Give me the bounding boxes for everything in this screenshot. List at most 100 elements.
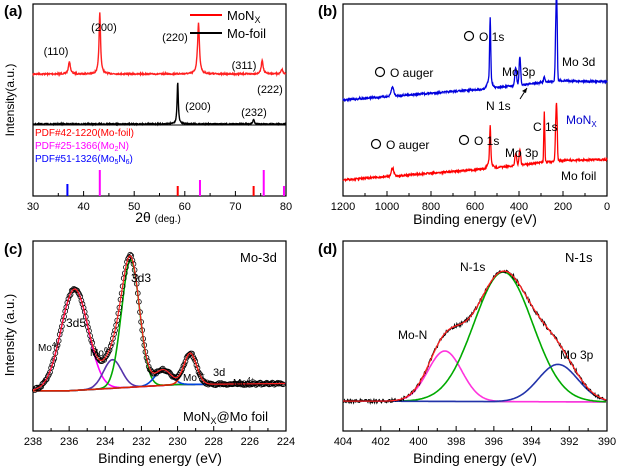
panel-b-xlabel: Binding energy (eV): [413, 211, 537, 227]
b-x-tick-label: 600: [466, 201, 484, 213]
d-component-1: [343, 271, 607, 403]
label-3d: 3d: [213, 367, 225, 379]
d-raw-data: [342, 269, 607, 406]
d-x-tick-label: 402: [372, 436, 390, 448]
panel-d-traces: [342, 269, 607, 406]
c-data-point: [107, 343, 114, 349]
label-mo6-right: Mo6+: [183, 372, 205, 384]
panel-a-label: (a): [4, 3, 22, 20]
c-x-tick-label: 234: [96, 436, 114, 448]
panel-c-traces: [31, 251, 286, 394]
c-x-tick-label: 226: [241, 436, 259, 448]
c-data-point: [197, 373, 204, 380]
label-mo-n: Mo-N: [398, 328, 427, 342]
d-x-tick-label: 394: [522, 436, 540, 448]
panel-b-traces: [342, 0, 608, 183]
d-x-tick-label: 404: [334, 436, 352, 448]
legend-label-monx: MoNX: [227, 8, 260, 25]
d-x-tick-label: 392: [560, 436, 578, 448]
panel-a: (a) 30 40 50 60 70 80 Intensity(a.u.) 2θ (deg…: [3, 3, 292, 225]
peak-label-200-mo: (200): [185, 101, 211, 113]
label-mo4-left: Mo4+: [38, 342, 60, 354]
panel-c-ylabel: Intensity (a.u.): [2, 294, 17, 376]
b-x-tick-label: 1200: [331, 201, 355, 213]
annot-monx-blue: MoNX: [566, 113, 597, 129]
annot-mofoil: Mo foil: [561, 169, 596, 183]
c-envelope-fit: [32, 255, 286, 391]
panel-c-ticks: 238 236 234 232 230 228 226 224: [24, 426, 295, 448]
c-data-point: [91, 347, 98, 354]
label-mo6-left: Mo6+: [90, 347, 112, 359]
label-3d3: 3d3: [131, 271, 151, 285]
label-n1s: N-1s: [460, 260, 485, 274]
c-x-tick-label: 224: [277, 436, 295, 448]
panel-a-xlabel: 2θ (deg.): [135, 209, 181, 225]
pdf-ref-mo2n: PDF#25-1366(Mo2N): [35, 141, 129, 153]
xps-survey-monx: [342, 0, 608, 103]
label-3d5: 3d5: [66, 316, 86, 330]
panel-c-xlabel: Binding energy (eV): [98, 450, 222, 466]
legend-label-mofoil: Mo-foil: [227, 26, 266, 41]
a-x-tick-label: 60: [179, 201, 191, 213]
a-x-tick-label: 50: [128, 201, 140, 213]
b-x-tick-label: 400: [510, 201, 528, 213]
annot-mo3d: Mo 3d: [562, 55, 595, 69]
xrd-line-mo-foil: [32, 82, 286, 127]
panel-a-traces: [32, 12, 287, 196]
annot-oauger-blue: O auger: [390, 66, 433, 80]
c-data-point: [280, 381, 286, 388]
annot-oauger-red: O auger: [386, 138, 429, 152]
d-x-tick-label: 396: [485, 436, 503, 448]
label-mo3p: Mo 3p: [560, 348, 594, 362]
c-component-0: [32, 288, 286, 391]
c-x-tick-label: 232: [132, 436, 150, 448]
c-data-point: [127, 251, 133, 258]
oauger-marker-blue: [374, 66, 386, 78]
c-data-point: [43, 376, 50, 383]
panel-b-frame: [342, 3, 608, 197]
o1s-marker-red: [458, 134, 470, 146]
panel-d-ticks: 404 402 400 398 396 394 392 390: [334, 426, 616, 448]
c-x-tick-label: 238: [24, 436, 42, 448]
peak-label-200: (200): [91, 22, 117, 34]
panel-d-xlabel: Binding energy (eV): [413, 450, 537, 466]
xps-survey-mo-foil: [342, 102, 608, 183]
c-data-point: [179, 366, 186, 372]
d-x-tick-label: 400: [409, 436, 427, 448]
a-x-tick-label: 40: [77, 201, 89, 213]
pdf-ref-mo-foil: PDF#42-1220(Mo-foil): [35, 128, 134, 139]
d-x-tick-label: 398: [447, 436, 465, 448]
peak-label-222: (222): [257, 84, 283, 96]
c-data-point: [49, 362, 55, 368]
c-data-point: [48, 365, 54, 371]
c-x-tick-label: 230: [168, 436, 186, 448]
peak-label-232: (232): [241, 107, 267, 119]
oauger-marker-red: [370, 138, 382, 150]
o1s-marker-blue: [463, 30, 475, 42]
panel-d-label: (d): [318, 241, 337, 258]
c-x-tick-label: 228: [205, 436, 223, 448]
b-x-tick-label: 0: [604, 201, 610, 213]
c-data-point: [67, 291, 74, 298]
sample-label: MoNX@Mo foil: [183, 409, 268, 426]
panel-b-label: (b): [318, 3, 337, 20]
c-data-point: [66, 292, 73, 299]
label-mo4-right: Mo4+: [233, 377, 255, 389]
peak-label-220: (220): [162, 32, 188, 44]
peak-label-110: (110): [44, 46, 69, 58]
a-x-tick-label: 30: [27, 201, 39, 213]
panel-a-ylabel: Intensity(a.u.): [3, 64, 17, 137]
peak-label-311: (311): [232, 60, 257, 72]
panel-d: (d) 404 402 400 398 396 394 392 390 Binding ene…: [318, 240, 616, 466]
a-x-tick-label: 70: [229, 201, 241, 213]
d-envelope-fit: [343, 270, 607, 402]
panel-c-frame: [32, 240, 287, 432]
c-data-point: [65, 296, 72, 302]
a-x-tick-label: 80: [280, 201, 292, 213]
b-x-tick-label: 200: [554, 201, 572, 213]
d-x-tick-label: 390: [598, 436, 616, 448]
panel-c-label: (c): [4, 241, 22, 258]
annot-n1s: N 1s: [486, 99, 511, 113]
panel-c: (c) 238 236 234 232 230 228 226 224 Intensity (…: [2, 240, 295, 466]
